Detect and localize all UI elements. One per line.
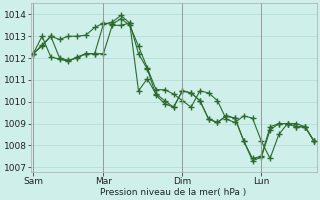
X-axis label: Pression niveau de la mer( hPa ): Pression niveau de la mer( hPa ): [100, 188, 247, 197]
